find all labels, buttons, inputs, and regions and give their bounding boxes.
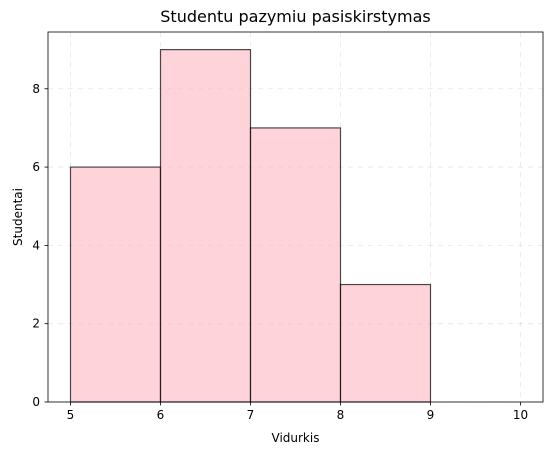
x-axis-ticks: 5 6 7 8 9 10	[67, 402, 528, 422]
y-tick-label: 6	[32, 160, 40, 174]
y-axis-ticks: 0 2 4 6 8	[32, 82, 48, 409]
y-tick-label: 4	[32, 238, 40, 252]
x-tick-label: 10	[513, 408, 528, 422]
x-tick-label: 8	[337, 408, 345, 422]
histogram-bar	[159, 49, 252, 403]
chart-title: Studentu pazymiu pasiskirstymas	[160, 7, 430, 26]
y-axis-label: Studentai	[11, 188, 25, 246]
histogram-bar	[339, 283, 432, 403]
x-tick-label: 5	[67, 408, 75, 422]
x-tick-label: 9	[427, 408, 435, 422]
plot-frame	[47, 31, 544, 403]
y-tick-label: 0	[32, 395, 40, 409]
y-tick-label: 2	[32, 317, 40, 331]
histogram-bar	[69, 166, 162, 403]
y-tick-label: 8	[32, 82, 40, 96]
histogram-bars	[69, 49, 432, 403]
histogram-bar	[249, 127, 342, 403]
x-tick-label: 6	[157, 408, 165, 422]
x-axis-label: Vidurkis	[272, 431, 320, 445]
x-tick-label: 7	[247, 408, 255, 422]
